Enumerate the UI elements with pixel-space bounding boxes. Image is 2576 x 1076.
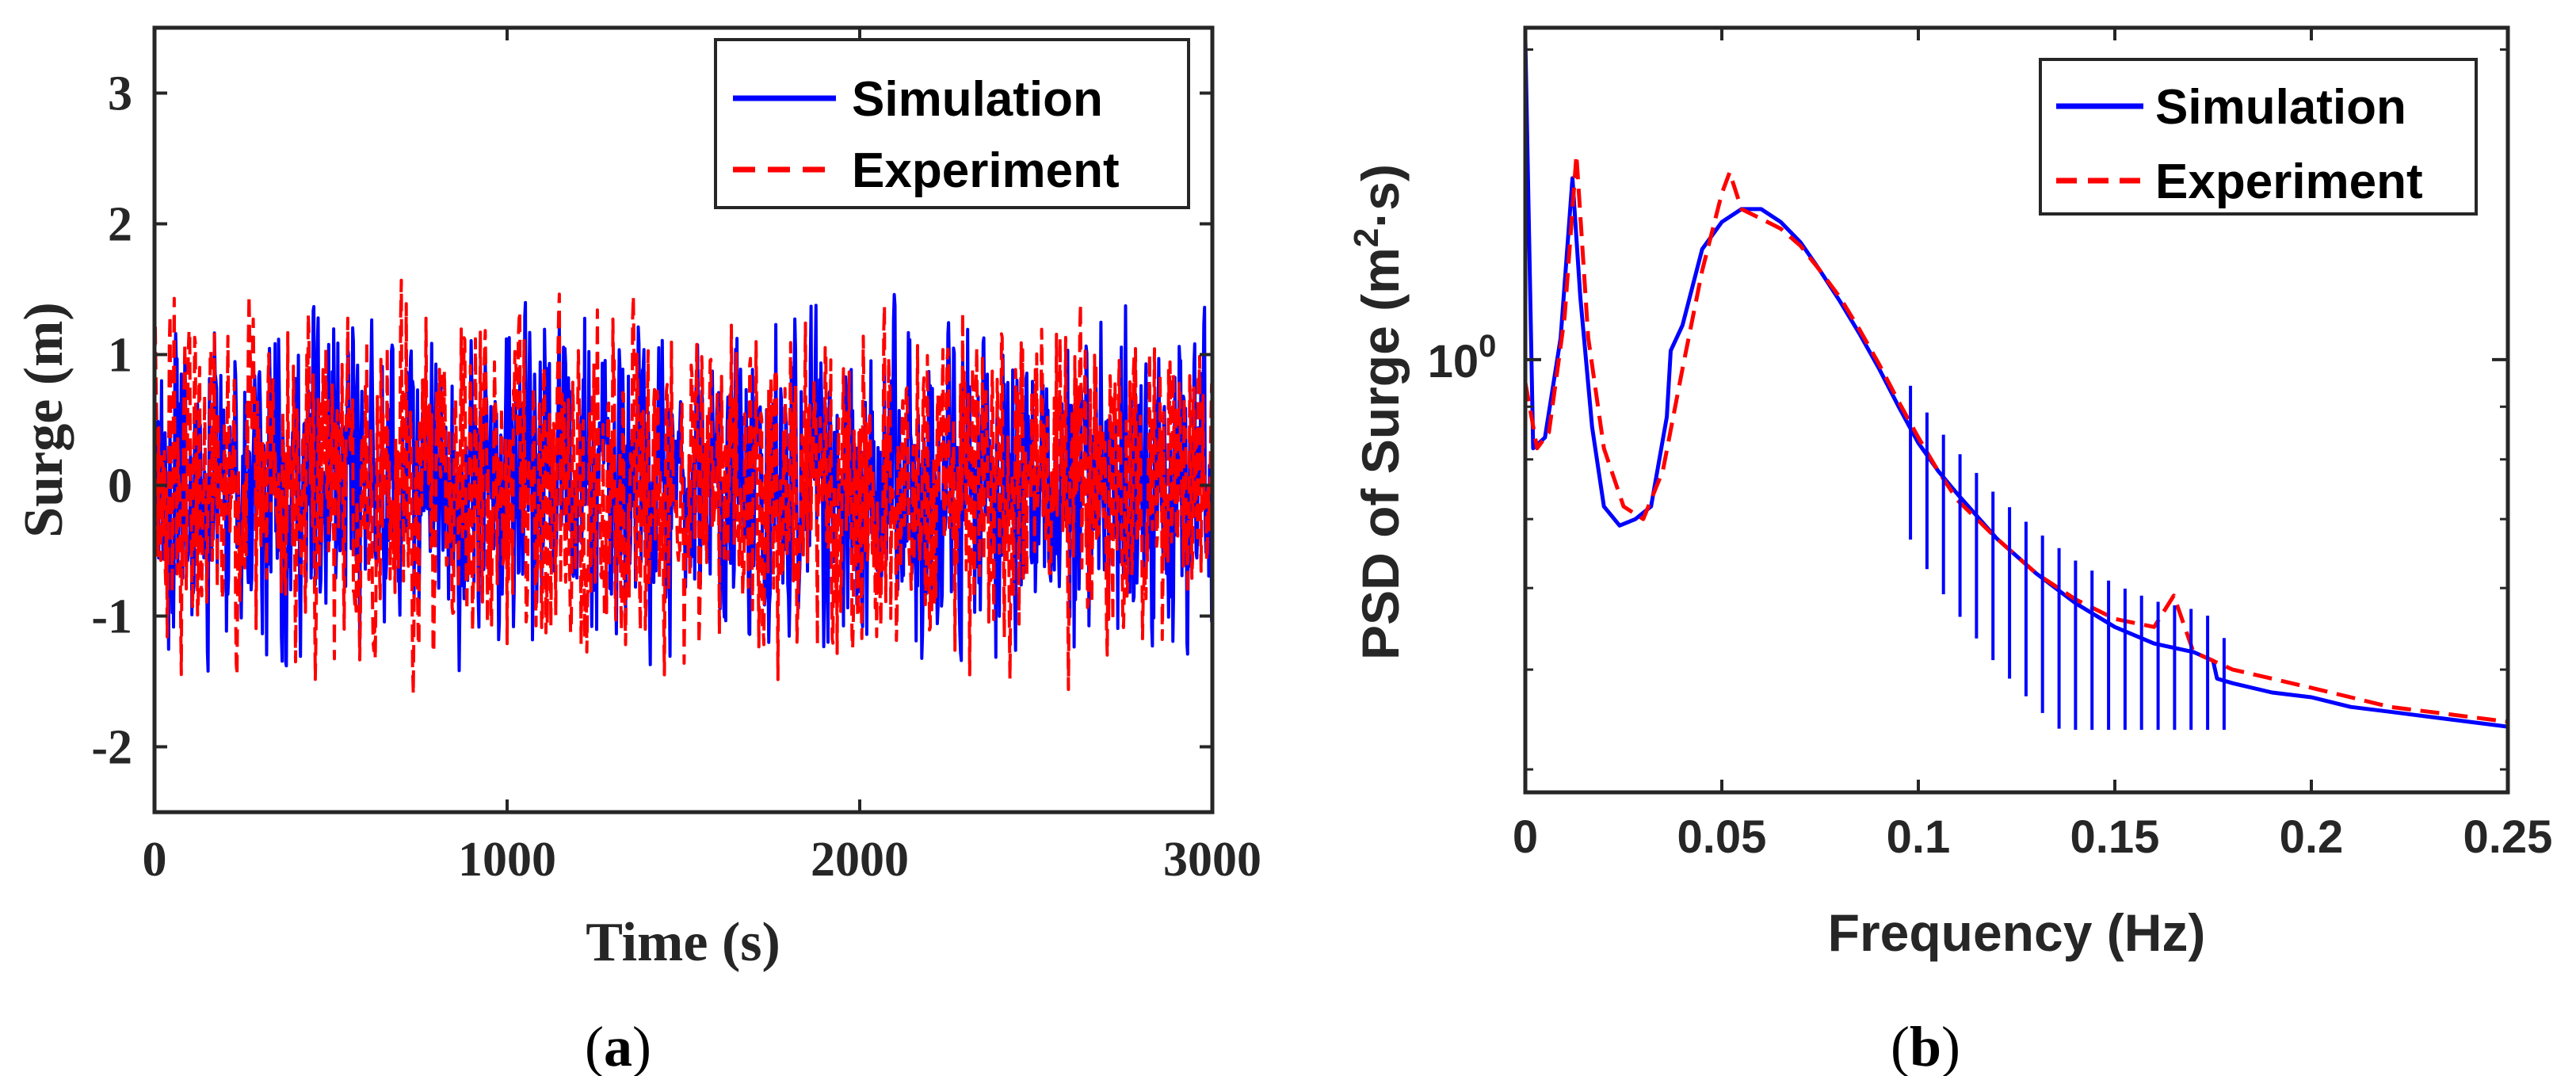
a-y-tick-label: 1 xyxy=(108,329,132,383)
b-axes-box xyxy=(1523,25,2510,795)
a-x-tick-label: 3000 xyxy=(1163,833,1261,887)
b-panel-label: (b) xyxy=(1891,1015,1960,1076)
a-legend-simulation-label: Simulation xyxy=(852,72,1103,127)
a-x-tick-label: 1000 xyxy=(458,833,556,887)
panel-b: 0 0.05 0.1 0.15 0.2 0.25 100 Frequency (Hz) PS… xyxy=(1347,25,2553,1076)
a-y-tick-label: -1 xyxy=(91,590,132,644)
a-legend-experiment-label: Experiment xyxy=(852,143,1120,198)
a-series-experiment-line xyxy=(155,278,1212,696)
a-x-tick-label: 2000 xyxy=(811,833,909,887)
a-legend-box xyxy=(714,38,1190,209)
a-y-axis-label: Surge (m) xyxy=(13,302,74,537)
a-y-tick-label: 2 xyxy=(108,198,132,252)
b-legend-experiment-label: Experiment xyxy=(2155,155,2423,209)
b-series-experiment-line xyxy=(1525,153,2508,724)
panel-a: 0 1000 2000 3000 -2 -1 0 1 2 3 Time (s) Surge (m)… xyxy=(13,25,1261,1076)
a-plot-area xyxy=(155,278,1212,696)
b-y-axis-label-main: PSD of Surge (m xyxy=(1351,247,1410,660)
a-panel-letter: a xyxy=(604,1015,632,1076)
b-x-tick-label: 0 xyxy=(1513,811,1538,863)
b-x-axis-label: Frequency (Hz) xyxy=(1828,903,2206,962)
b-legend-simulation-label: Simulation xyxy=(2155,80,2406,135)
a-axes-box xyxy=(152,25,1215,815)
b-x-tick-label: 0.2 xyxy=(2280,811,2344,863)
b-series-simulation-line xyxy=(1525,38,2508,729)
a-y-tick-label: 0 xyxy=(108,460,132,513)
a-x-axis-label: Time (s) xyxy=(586,912,780,973)
b-y-axis-label-sup: 2 xyxy=(1347,228,1386,247)
b-x-tick-label: 0.05 xyxy=(1677,811,1767,863)
b-legend: Simulation Experiment xyxy=(2039,58,2478,216)
b-y-axis-label-tail: ·s) xyxy=(1351,164,1410,228)
b-legend-box xyxy=(2039,58,2478,216)
a-panel-label: (a) xyxy=(585,1015,651,1076)
b-ticks: 0 0.05 0.1 0.15 0.2 0.25 100 xyxy=(1428,28,2553,863)
a-y-tick-label: -2 xyxy=(91,721,132,775)
b-y-tick-label: 100 xyxy=(1428,329,1497,387)
b-y-axis-label: PSD of Surge (m2·s) xyxy=(1347,164,1410,660)
b-panel-letter: b xyxy=(1910,1015,1941,1076)
a-legend: Simulation Experiment xyxy=(714,38,1190,209)
a-x-tick-label: 0 xyxy=(143,833,167,887)
b-x-tick-label: 0.15 xyxy=(2070,811,2160,863)
b-x-tick-label: 0.25 xyxy=(2463,811,2553,863)
a-ticks: 0 1000 2000 3000 -2 -1 0 1 2 3 xyxy=(91,28,1261,887)
b-x-tick-label: 0.1 xyxy=(1887,811,1951,863)
a-y-tick-label: 3 xyxy=(108,67,132,121)
b-plot-area xyxy=(1525,38,2508,731)
